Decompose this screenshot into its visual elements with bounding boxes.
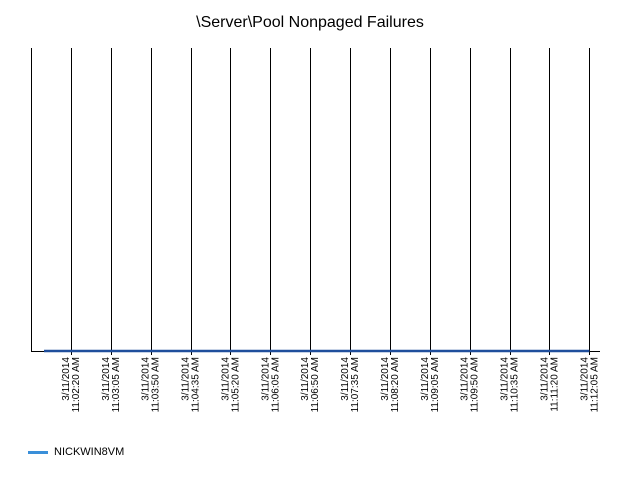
x-tick-date: 3/11/2014: [579, 357, 590, 401]
x-tick-time: 11:06:50 AM: [310, 357, 321, 412]
legend-swatch: [28, 450, 48, 454]
x-tick-date: 3/11/2014: [220, 357, 231, 401]
x-tick-date: 3/11/2014: [181, 357, 192, 401]
x-tick-date: 3/11/2014: [141, 357, 152, 401]
x-tick-text: 3/11/201411:04:35 AM: [181, 357, 202, 413]
x-tick-date: 3/11/2014: [420, 357, 431, 401]
x-tick-text: 3/11/201411:02:20 AM: [61, 357, 82, 413]
x-tick-time: 11:05:20 AM: [230, 357, 241, 412]
x-tick-text: 3/11/201411:08:20 AM: [380, 357, 401, 413]
x-tick-text: 3/11/201411:07:35 AM: [340, 357, 361, 413]
x-tick-label: 3/11/201411:07:35 AM: [340, 357, 361, 413]
x-tick-time: 11:06:05 AM: [270, 357, 281, 412]
legend: NICKWIN8VM: [28, 446, 124, 458]
gridlines: [71, 48, 590, 355]
x-tick-text: 3/11/201411:03:05 AM: [101, 357, 122, 413]
axes: [31, 48, 600, 352]
x-tick-text: 3/11/201411:09:50 AM: [460, 357, 481, 413]
x-tick-time: 11:03:05 AM: [111, 357, 122, 412]
x-tick-label: 3/11/201411:09:05 AM: [420, 357, 441, 413]
x-tick-label: 3/11/201411:02:20 AM: [61, 357, 82, 413]
x-tick-date: 3/11/2014: [460, 357, 471, 401]
x-tick-label: 3/11/201411:10:35 AM: [500, 357, 521, 413]
x-tick-date: 3/11/2014: [61, 357, 72, 401]
x-tick-time: 11:10:35 AM: [510, 357, 521, 412]
x-tick-text: 3/11/201411:06:50 AM: [300, 357, 321, 413]
x-tick-label: 3/11/201411:06:50 AM: [300, 357, 321, 413]
x-tick-label: 3/11/201411:11:20 AM: [539, 357, 560, 412]
x-tick-time: 11:09:05 AM: [430, 357, 441, 412]
x-tick-labels: 3/11/201411:02:20 AM 3/11/201411:03:05 AM…: [61, 357, 600, 413]
x-tick-date: 3/11/2014: [340, 357, 351, 401]
x-tick-text: 3/11/201411:10:35 AM: [500, 357, 521, 413]
x-tick-text: 3/11/201411:11:20 AM: [539, 357, 560, 412]
x-tick-label: 3/11/201411:04:35 AM: [181, 357, 202, 413]
x-tick-label: 3/11/201411:06:05 AM: [260, 357, 281, 413]
x-tick-date: 3/11/2014: [500, 357, 511, 401]
x-tick-label: 3/11/201411:03:05 AM: [101, 357, 122, 413]
x-tick-label: 3/11/201411:08:20 AM: [380, 357, 401, 413]
x-tick-time: 11:07:35 AM: [350, 357, 361, 412]
legend-label: NICKWIN8VM: [54, 446, 125, 458]
x-tick-time: 11:12:05 AM: [589, 357, 600, 412]
x-tick-time: 11:02:20 AM: [71, 357, 82, 412]
x-tick-text: 3/11/201411:12:05 AM: [579, 357, 600, 413]
x-tick-text: 3/11/201411:03:50 AM: [141, 357, 162, 413]
x-tick-time: 11:11:20 AM: [549, 357, 560, 412]
x-tick-text: 3/11/201411:09:05 AM: [420, 357, 441, 413]
x-tick-time: 11:04:35 AM: [191, 357, 202, 412]
x-tick-date: 3/11/2014: [380, 357, 391, 401]
x-tick-label: 3/11/201411:05:20 AM: [220, 357, 241, 413]
x-tick-date: 3/11/2014: [260, 357, 271, 401]
chart-title: \Server\Pool Nonpaged Failures: [196, 14, 424, 31]
x-tick-time: 11:08:20 AM: [390, 357, 401, 412]
x-tick-label: 3/11/201411:12:05 AM: [579, 357, 600, 413]
x-tick-date: 3/11/2014: [300, 357, 311, 401]
x-tick-label: 3/11/201411:09:50 AM: [460, 357, 481, 413]
x-tick-time: 11:09:50 AM: [470, 357, 481, 412]
x-tick-time: 11:03:50 AM: [151, 357, 162, 412]
x-tick-date: 3/11/2014: [539, 357, 550, 401]
x-tick-text: 3/11/201411:05:20 AM: [220, 357, 241, 413]
x-tick-date: 3/11/2014: [101, 357, 112, 401]
x-tick-text: 3/11/201411:06:05 AM: [260, 357, 281, 413]
x-tick-label: 3/11/201411:03:50 AM: [141, 357, 162, 413]
